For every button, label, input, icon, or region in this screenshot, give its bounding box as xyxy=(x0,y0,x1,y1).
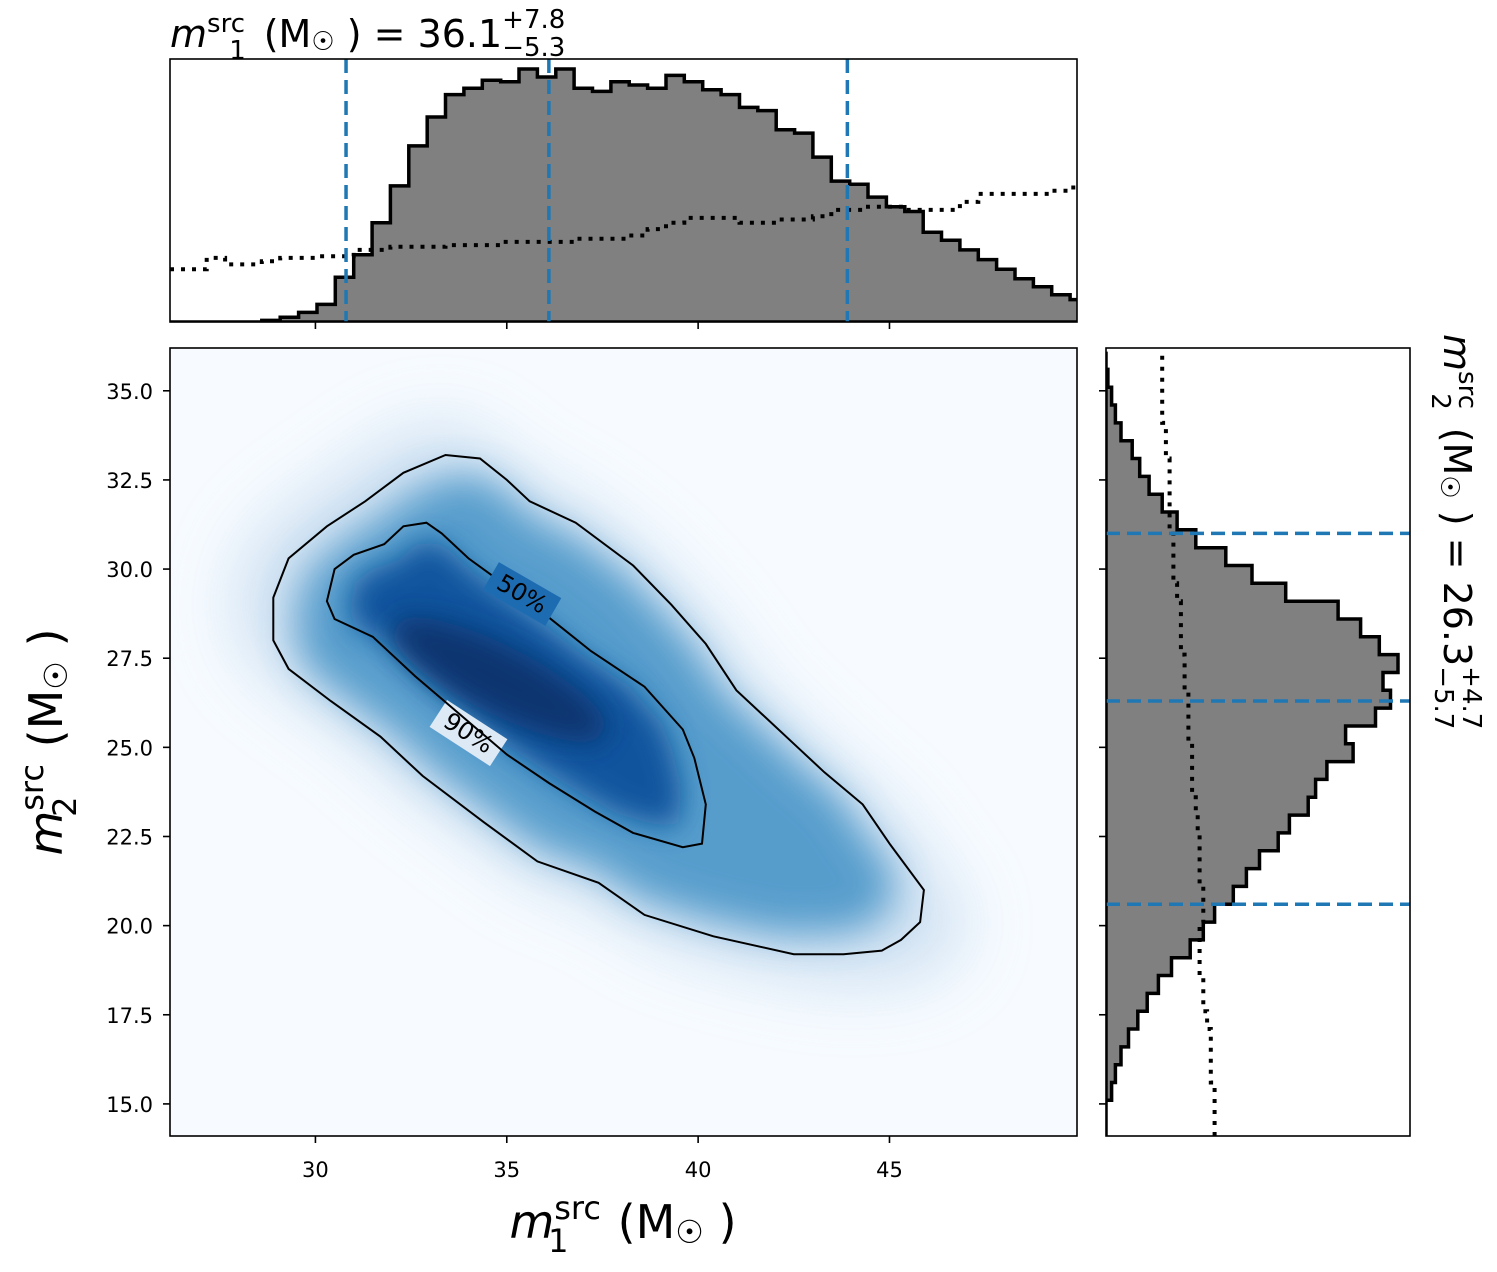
ytick-label: 27.5 xyxy=(106,647,153,671)
ytick-label: 25.0 xyxy=(106,736,153,760)
joint-xticks: 30 35 40 45 xyxy=(302,1136,903,1182)
joint-yticks: 15.0 17.5 20.0 22.5 25.0 27.5 30.0 32.5 35.0 xyxy=(106,380,170,1117)
m1-posterior-histogram xyxy=(170,67,1077,322)
m2-quantile-lines xyxy=(1106,531,1410,906)
ytick-label: 30.0 xyxy=(106,558,153,582)
ytick-label: 22.5 xyxy=(106,825,153,849)
xtick-label: 30 xyxy=(302,1158,329,1182)
joint-density-panel: 90%50% 30 35 40 45 15.0 17.5 20.0 22.5 25.0 27.5… xyxy=(13,347,1078,1260)
contour-50pct xyxy=(325,521,707,849)
xtick-label: 35 xyxy=(493,1158,520,1182)
m1-title: msrc 1 (M☉ ) = 36.1+7.8 −5.3 xyxy=(170,5,565,66)
top-panel-frame xyxy=(169,58,1078,323)
contour-90pct xyxy=(272,453,925,956)
xtick-label: 40 xyxy=(685,1158,712,1182)
m2-posterior-histogram xyxy=(1106,351,1400,1136)
credible-contours: 90%50% xyxy=(272,453,925,956)
ytick-label: 32.5 xyxy=(106,469,153,493)
x-axis-label: msrc 1 (M☉ ) xyxy=(509,1189,736,1260)
y-axis-label: msrc2 (M☉ ) xyxy=(13,628,84,855)
right-marginal-panel: msrc2 (M☉ ) = 26.3+4.7−5.7 xyxy=(1099,334,1486,1137)
contour-label-bg xyxy=(482,562,562,626)
density-core xyxy=(391,617,608,742)
xtick-label: 45 xyxy=(876,1158,903,1182)
ytick-label: 20.0 xyxy=(106,915,153,939)
right-panel-frame xyxy=(1105,347,1411,1137)
m1-quantile-lines xyxy=(344,59,850,322)
m2-title: msrc2 (M☉ ) = 26.3+4.7−5.7 xyxy=(1425,334,1486,729)
ytick-label: 35.0 xyxy=(106,380,153,404)
joint-panel-frame xyxy=(169,347,1078,1137)
density-heatmap: 90%50% xyxy=(236,424,965,984)
right-panel-yticks xyxy=(1099,389,1106,1105)
top-marginal-panel: msrc 1 (M☉ ) = 36.1+7.8 −5.3 xyxy=(169,5,1078,329)
ytick-label: 15.0 xyxy=(106,1093,153,1117)
contour-label-bg xyxy=(429,700,508,767)
m1-prior-histogram xyxy=(170,185,1077,322)
ytick-label: 17.5 xyxy=(106,1004,153,1028)
top-panel-xticks xyxy=(314,322,891,329)
